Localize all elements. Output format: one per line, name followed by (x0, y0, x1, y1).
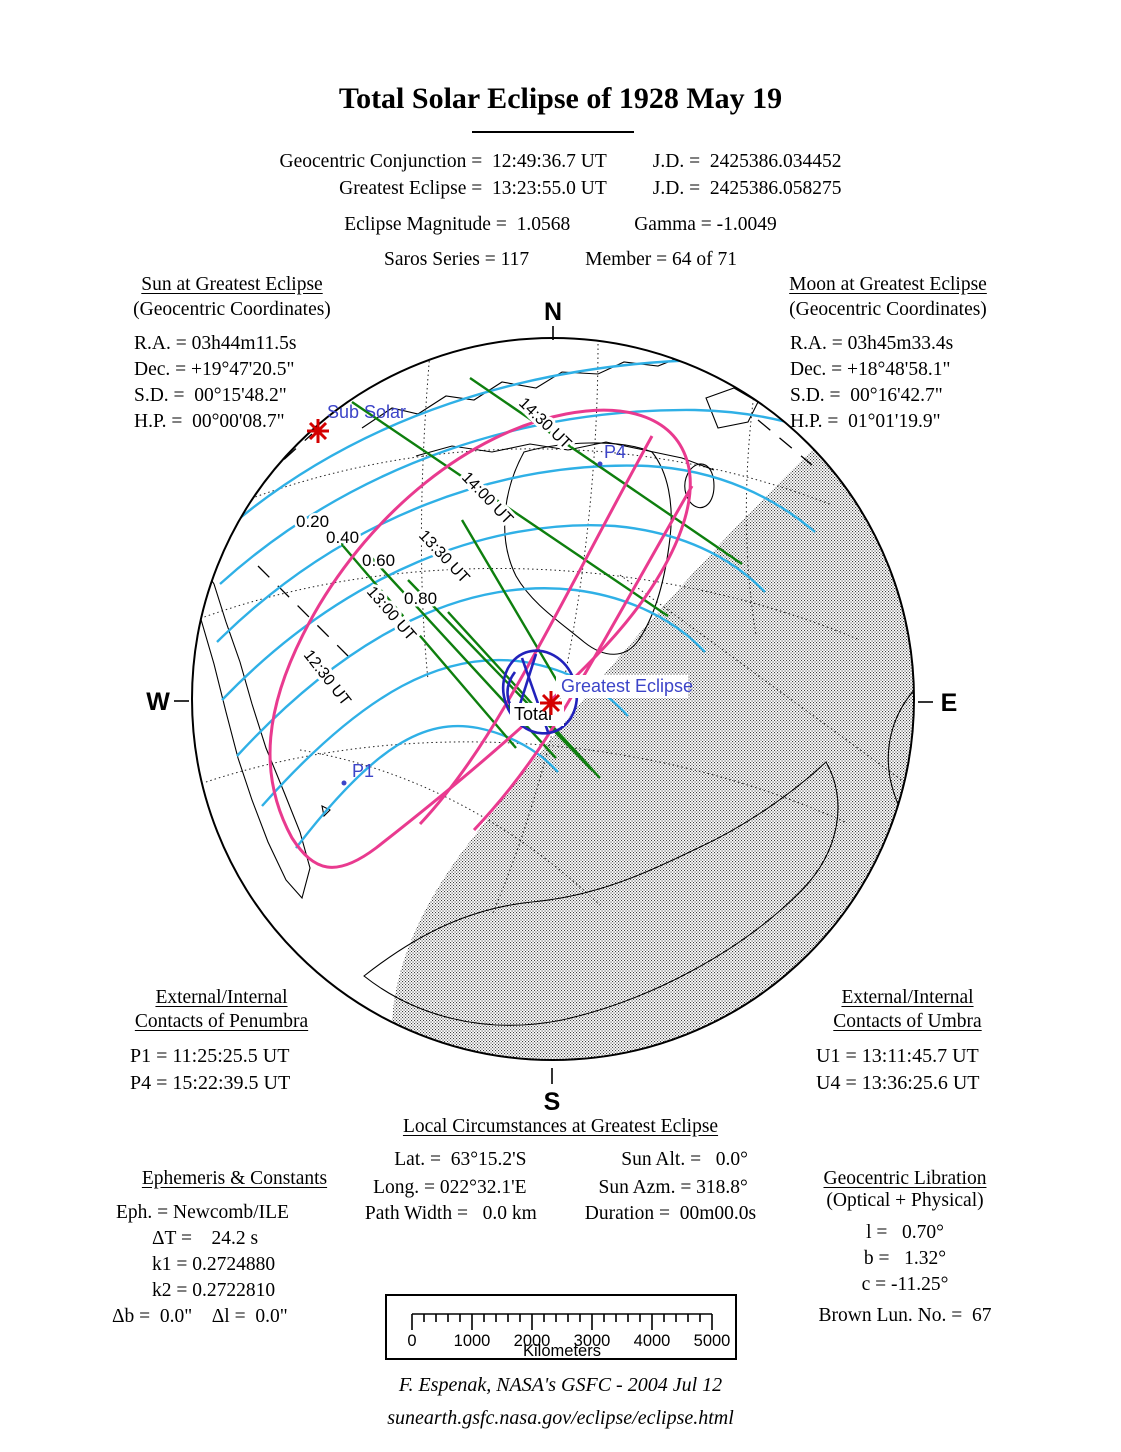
ephemeris-k1: k1 = 0.2724880 (152, 1254, 276, 1275)
libration-subheading: (Optical + Physical) (826, 1190, 984, 1211)
penumbra-heading-2: Contacts of Penumbra (134, 1011, 309, 1032)
compass-north: N (544, 298, 562, 326)
sun-heading: Sun at Greatest Eclipse (141, 274, 323, 295)
page-title: Total Solar Eclipse of 1928 May 19 (338, 82, 783, 115)
moon-hp: H.P. = 01°01'19.9" (790, 411, 941, 432)
greatest-eclipse-time: Greatest Eclipse = 13:23:55.0 UT (339, 178, 607, 199)
umbra-heading-1: External/Internal (841, 987, 974, 1008)
compass-west: W (146, 688, 170, 716)
greatest-eclipse-label-bg (556, 675, 688, 698)
eclipse-magnitude: Eclipse Magnitude = 1.0568 (344, 214, 571, 235)
p1-point (341, 780, 347, 786)
scale-tick-4000: 4000 (634, 1332, 671, 1350)
credit-line: F. Espenak, NASA's GSFC - 2004 Jul 12 (398, 1374, 723, 1396)
magnitude-label-060: 0.60 (362, 551, 395, 570)
libration-l: l = 0.70° (866, 1222, 944, 1243)
libration-heading: Geocentric Libration (823, 1168, 987, 1189)
duration: Duration = 00m00.0s (584, 1203, 757, 1224)
ephemeris-db-dl: Δb = 0.0" Δl = 0.0" (112, 1306, 288, 1327)
p4-label: P4 (604, 442, 626, 462)
scale-tick-5000: 5000 (694, 1332, 731, 1350)
scale-bar-ruler: 0 1000 2000 3000 4000 5000 Kilometers (407, 1313, 731, 1360)
sun-subheading: (Geocentric Coordinates) (133, 299, 331, 320)
penumbra-outline (268, 408, 694, 869)
scale-unit-label: Kilometers (523, 1342, 601, 1358)
saros-member: Member = 64 of 71 (585, 249, 737, 270)
scale-tick-1000: 1000 (454, 1332, 491, 1350)
magnitude-label-080: 0.80 (404, 589, 437, 608)
magnitude-gamma-row: Eclipse Magnitude = 1.0568 Gamma = -1.00… (0, 214, 1121, 236)
libration-block: Geocentric Libration (Optical + Physical… (780, 1168, 1030, 1327)
scale-bar: 0 1000 2000 3000 4000 5000 Kilometers (385, 1294, 737, 1360)
penumbra-contacts-block: External/Internal Contacts of Penumbra P… (104, 986, 339, 1097)
moon-sd: S.D. = 00°16'42.7" (790, 385, 943, 406)
moon-ra: R.A. = 03h45m33.4s (790, 333, 954, 354)
sub-solar-marker-icon (307, 419, 329, 443)
ephemeris-k2: k2 = 0.2722810 (152, 1280, 276, 1301)
summary-times: Geocentric Conjunction = 12:49:36.7 UT J… (0, 151, 1121, 200)
compass-south: S (544, 1088, 561, 1116)
libration-c: c = -11.25° (861, 1274, 949, 1295)
path-width: Path Width = 0.0 km (364, 1203, 537, 1224)
local-lat: Lat. = 63°15.2'S (394, 1149, 527, 1170)
umbra-heading-2: Contacts of Umbra (833, 1011, 982, 1032)
local-circumstances-grid: Lat. = 63°15.2'S Sun Alt. = 0.0° Long. =… (0, 1147, 1121, 1200)
night-shading (380, 338, 914, 1060)
gamma: Gamma = -1.0049 (634, 214, 777, 235)
magnitude-labels: 0.20 0.40 0.60 0.80 (294, 510, 440, 611)
sun-sd: S.D. = 00°15'48.2" (134, 385, 287, 406)
local-long: Long. = 022°32.1'E (373, 1177, 527, 1198)
greatest-eclipse-marker-icon (540, 691, 562, 715)
p1-label: P1 (352, 761, 374, 781)
source-url: sunearth.gsfc.nasa.gov/eclipse/eclipse.h… (387, 1407, 734, 1429)
scale-tick-0: 0 (407, 1332, 416, 1350)
sun-coordinates-block: Sun at Greatest Eclipse (Geocentric Coor… (112, 272, 352, 435)
total-label: Total (514, 704, 552, 724)
compass-ticks (174, 326, 933, 1084)
saros-row: Saros Series = 117 Member = 64 of 71 (0, 249, 1121, 271)
greatest-eclipse-label: Greatest Eclipse (561, 676, 693, 696)
moon-heading: Moon at Greatest Eclipse (789, 274, 987, 295)
sun-hp: H.P. = 00°00'08.7" (134, 411, 285, 432)
ephemeris-block: Ephemeris & Constants Eph. = Newcomb/ILE… (112, 1168, 357, 1330)
local-sun-alt: Sun Alt. = 0.0° (621, 1149, 748, 1170)
p4-point (597, 461, 603, 467)
conjunction-jd: J.D. = 2425386.034452 (652, 151, 842, 172)
umbra-u1: U1 = 13:11:45.7 UT (816, 1045, 979, 1067)
moon-coordinates-block: Moon at Greatest Eclipse (Geocentric Coo… (768, 272, 1008, 435)
penumbra-heading-1: External/Internal (155, 987, 288, 1008)
sun-ra: R.A. = 03h44m11.5s (134, 333, 297, 354)
moon-dec: Dec. = +18°48'58.1" (790, 359, 951, 380)
umbra-u4: U4 = 13:36:25.6 UT (816, 1072, 980, 1094)
sun-dec: Dec. = +19°47'20.5" (134, 359, 295, 380)
penumbra-p4: P4 = 15:22:39.5 UT (130, 1072, 291, 1094)
scale-tick-3000: 3000 (574, 1332, 611, 1350)
conjunction-time: Geocentric Conjunction = 12:49:36.7 UT (279, 151, 607, 172)
scale-bar-ticks-lines (411, 1313, 713, 1330)
libration-b: b = 1.32° (863, 1248, 947, 1269)
moon-subheading: (Geocentric Coordinates) (789, 299, 987, 320)
scale-tick-2000: 2000 (514, 1332, 551, 1350)
compass-east: E (941, 689, 958, 717)
ephemeris-eph: Eph. = Newcomb/ILE (116, 1202, 289, 1223)
greatest-eclipse-jd: J.D. = 2425386.058275 (652, 178, 842, 199)
local-sun-azm: Sun Azm. = 318.8° (598, 1177, 748, 1198)
ephemeris-heading: Ephemeris & Constants (141, 1168, 328, 1189)
umbra-contacts-block: External/Internal Contacts of Umbra U1 =… (790, 986, 1025, 1097)
path-width-row: Path Width = 0.0 km Duration = 00m00.0s (0, 1203, 1121, 1225)
saros-series: Saros Series = 117 (384, 249, 530, 270)
sub-solar-label: Sub Solar (327, 402, 406, 422)
magnitude-label-020: 0.20 (296, 512, 329, 531)
ephemeris-delta-t: ΔT = 24.2 s (152, 1228, 259, 1249)
penumbra-p1: P1 = 11:25:25.5 UT (130, 1045, 290, 1067)
magnitude-label-040: 0.40 (326, 528, 359, 547)
brown-lunation-number: Brown Lun. No. = 67 (818, 1305, 992, 1326)
title-rule (472, 131, 634, 133)
local-circumstances-heading: Local Circumstances at Greatest Eclipse (402, 1116, 719, 1137)
